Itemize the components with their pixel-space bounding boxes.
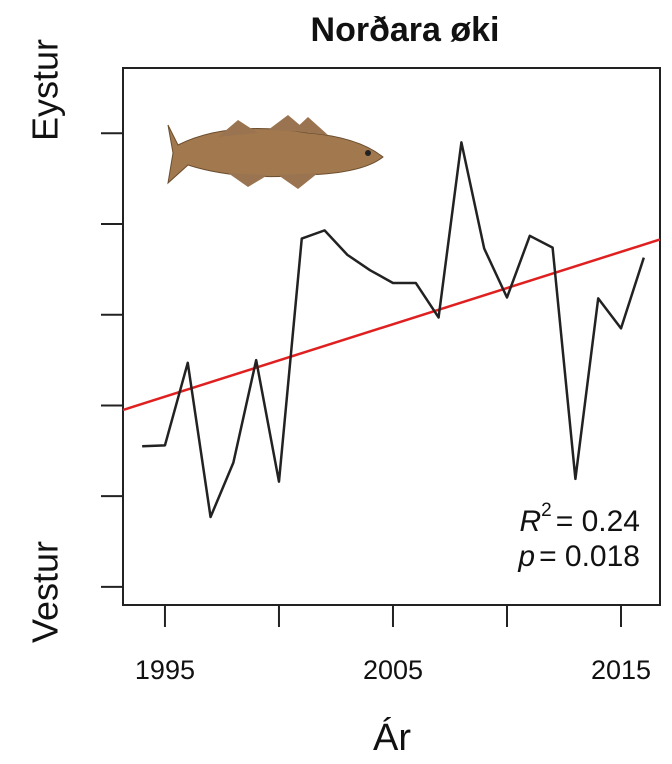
- trend-line: [122, 238, 661, 412]
- annotation-r: R: [520, 505, 542, 538]
- annotation-value: = 0.24: [556, 505, 640, 538]
- y-label-bottom: Vestur: [25, 541, 66, 643]
- annotation: p = 0.018: [517, 540, 640, 573]
- chart-title: Norðara øki: [311, 11, 500, 49]
- x-tick-label: 2015: [591, 655, 651, 685]
- annotation: R2 = 0.24: [520, 500, 641, 538]
- annotation-p: p: [517, 540, 535, 573]
- plot-frame: [122, 67, 661, 606]
- y-label-top: Eystur: [25, 39, 66, 141]
- x-axis-label: Ár: [373, 716, 411, 759]
- x-tick-label: 1995: [135, 655, 195, 685]
- x-tick-label: 2005: [363, 655, 423, 685]
- fish-illustration: [167, 115, 384, 189]
- data-line: [142, 141, 645, 519]
- annotation-value: = 0.018: [539, 540, 640, 573]
- annotation-sup: 2: [541, 500, 552, 521]
